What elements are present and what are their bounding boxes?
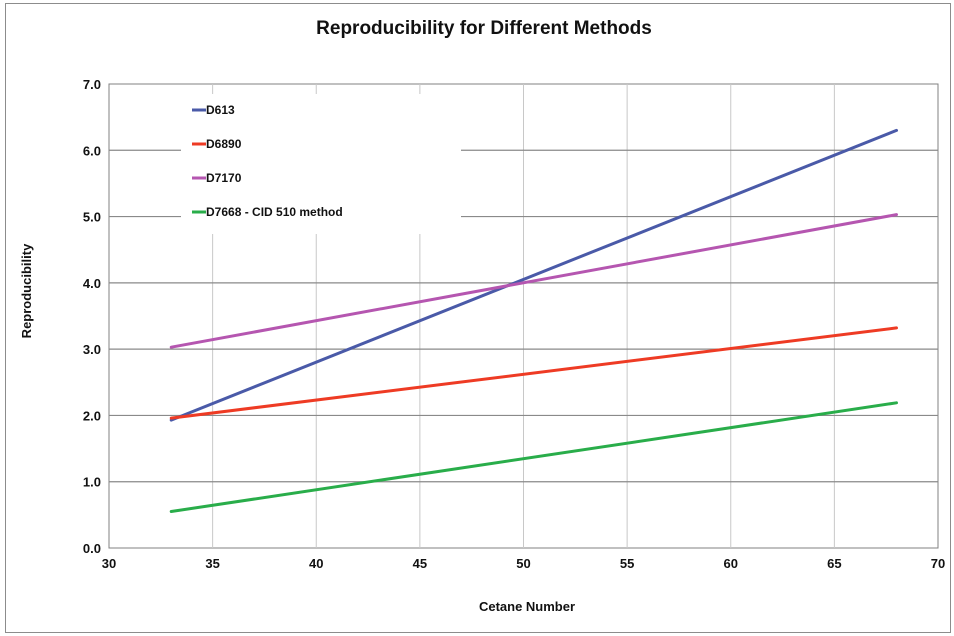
y-tick-label: 0.0 xyxy=(83,541,101,556)
y-tick-label: 7.0 xyxy=(83,77,101,92)
x-tick-label: 30 xyxy=(102,556,116,571)
y-tick-label: 3.0 xyxy=(83,342,101,357)
legend-label: D7170 xyxy=(206,171,242,185)
x-tick-label: 65 xyxy=(827,556,841,571)
x-tick-label: 70 xyxy=(931,556,945,571)
series-line xyxy=(169,213,898,349)
x-tick-label: 50 xyxy=(516,556,530,571)
x-tick-label: 45 xyxy=(413,556,427,571)
y-axis-title: Reproducibility xyxy=(19,243,34,338)
y-tick-label: 5.0 xyxy=(83,210,101,225)
x-tick-label: 60 xyxy=(724,556,738,571)
legend: D613 D6890 D7170 D7668 - CID 510 method xyxy=(181,94,461,234)
series-lines xyxy=(169,128,898,513)
chart: Reproducibility for Different Methods D6… xyxy=(19,18,945,614)
legend-box xyxy=(181,94,461,234)
y-axis-ticks: 0.0 1.0 2.0 3.0 4.0 5.0 6.0 7.0 xyxy=(83,77,101,556)
y-tick-label: 2.0 xyxy=(83,408,101,423)
legend-label: D7668 - CID 510 method xyxy=(206,205,343,219)
y-tick-label: 6.0 xyxy=(83,143,101,158)
series-line xyxy=(169,326,898,420)
chart-title: Reproducibility for Different Methods xyxy=(316,18,652,39)
chart-frame: Reproducibility for Different Methods D6… xyxy=(5,3,951,633)
x-axis-ticks: 30 35 40 45 50 55 60 65 70 xyxy=(102,556,945,571)
legend-label: D613 xyxy=(206,103,235,117)
series-line xyxy=(169,401,898,513)
series-line xyxy=(169,128,898,422)
legend-label: D6890 xyxy=(206,137,242,151)
x-tick-label: 35 xyxy=(205,556,219,571)
y-tick-label: 1.0 xyxy=(83,475,101,490)
x-tick-label: 55 xyxy=(620,556,634,571)
x-axis-title: Cetane Number xyxy=(479,599,575,614)
x-tick-label: 40 xyxy=(309,556,323,571)
y-tick-label: 4.0 xyxy=(83,276,101,291)
